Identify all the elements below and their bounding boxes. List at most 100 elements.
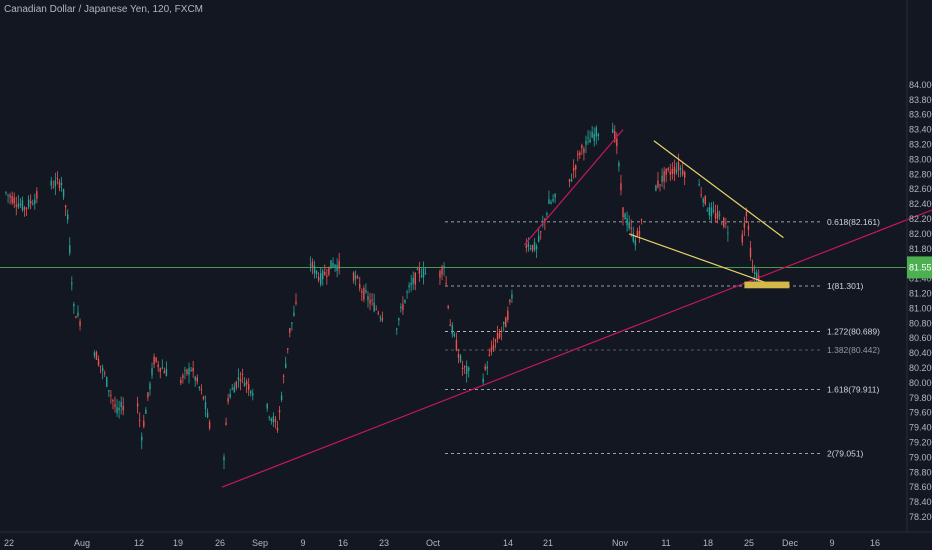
price-tick-label: 82.400 [909, 199, 932, 209]
candle-body [361, 291, 363, 293]
candle-body [468, 367, 470, 371]
candle-body [247, 384, 250, 390]
candle-body [673, 166, 676, 174]
fib-level-label: 1.272(80.689) [827, 327, 880, 337]
candle-body [245, 381, 248, 385]
candle-body [723, 217, 725, 227]
candle-body [375, 308, 377, 310]
candle-body [490, 347, 493, 352]
candle-body [535, 246, 538, 250]
candle-body [50, 180, 52, 186]
candle-body [585, 140, 587, 145]
candle-body [616, 138, 618, 147]
price-tick-label: 83.000 [909, 154, 932, 164]
candle-body [239, 379, 242, 382]
candle-body [698, 184, 700, 186]
candle-body [465, 366, 468, 374]
candle-body [328, 266, 330, 275]
candle-body [704, 195, 706, 205]
candle-body [414, 272, 416, 285]
candle-body [282, 375, 285, 377]
candle-body [725, 222, 727, 224]
price-candles [5, 122, 760, 470]
candle-body [27, 199, 30, 208]
candle-body [679, 168, 682, 170]
candle-body [153, 356, 155, 365]
candle-body [67, 214, 69, 220]
candle-body [453, 333, 456, 337]
time-tick-label: 21 [543, 538, 553, 548]
candle-body [579, 152, 581, 156]
time-axis[interactable]: 22 Aug 12 19 26 Sep 9 16 23 Oct 14 21 Nov 11 18 25 Dec 9 1… [4, 538, 880, 548]
candle-body [572, 167, 575, 171]
trendline-long-uptrend[interactable] [221, 208, 932, 488]
candle-body [9, 195, 11, 198]
candle-body [21, 200, 24, 211]
price-tick-label: 78.800 [909, 467, 932, 477]
candle-body [753, 271, 756, 275]
candle-body [500, 330, 503, 332]
candle-body [270, 418, 273, 422]
candle-body [56, 177, 59, 179]
candle-body [482, 378, 484, 383]
candle-body [233, 386, 235, 393]
candle-body [352, 272, 355, 281]
candle-body [365, 290, 367, 293]
candle-body [188, 367, 190, 375]
candle-body [52, 187, 55, 189]
price-tick-label: 80.600 [909, 333, 932, 343]
candle-body [597, 134, 600, 136]
candle-body [77, 312, 79, 317]
price-axis[interactable]: 84.000 83.800 83.600 83.400 83.200 83.000 82.8… [907, 80, 932, 522]
candle-body [311, 261, 314, 268]
candle-body [626, 218, 628, 226]
price-tick-label: 78.400 [909, 497, 932, 507]
price-tick-label: 78.600 [909, 482, 932, 492]
trendline-channel-support[interactable] [523, 129, 624, 246]
candle-body [577, 153, 579, 155]
candle-body [7, 194, 9, 196]
candle-body [182, 375, 184, 379]
price-tick-label: 82.600 [909, 184, 932, 194]
candle-body [64, 205, 67, 208]
candle-body [628, 221, 630, 229]
candle-body [369, 300, 371, 304]
candle-body [396, 328, 398, 330]
candle-body [511, 294, 513, 299]
price-tick-label: 80.200 [909, 363, 932, 373]
candle-body [554, 193, 556, 198]
candle-body [29, 201, 32, 204]
fib-level-label: 0.618(82.161) [827, 217, 880, 227]
candle-body [291, 322, 293, 324]
candle-body [503, 321, 505, 325]
candle-body [507, 310, 509, 320]
price-tick-label: 83.200 [909, 140, 932, 150]
candle-body [295, 301, 297, 304]
trendline-wedge-lower[interactable] [628, 233, 766, 283]
time-tick-label: 16 [870, 538, 880, 548]
candle-body [293, 312, 295, 316]
candle-body [377, 312, 379, 314]
price-tick-label: 83.800 [909, 95, 932, 105]
candle-body [60, 183, 63, 186]
support-zone[interactable] [744, 281, 790, 289]
candle-body [710, 207, 713, 217]
candle-body [163, 370, 166, 374]
candle-body [196, 377, 198, 382]
candle-body [141, 436, 143, 441]
candle-body [486, 366, 488, 369]
candle-body [231, 388, 233, 390]
candle-body [108, 390, 110, 392]
candle-body [492, 344, 495, 350]
candle-body [223, 456, 225, 461]
time-tick-label: 12 [134, 538, 144, 548]
time-tick-label: Dec [782, 538, 799, 548]
candle-body [461, 367, 464, 370]
fib-level-label: 1.618(79.911) [827, 385, 879, 395]
trendline-wedge-upper[interactable] [653, 140, 784, 239]
candle-body [54, 180, 57, 187]
candle-body [101, 367, 104, 372]
